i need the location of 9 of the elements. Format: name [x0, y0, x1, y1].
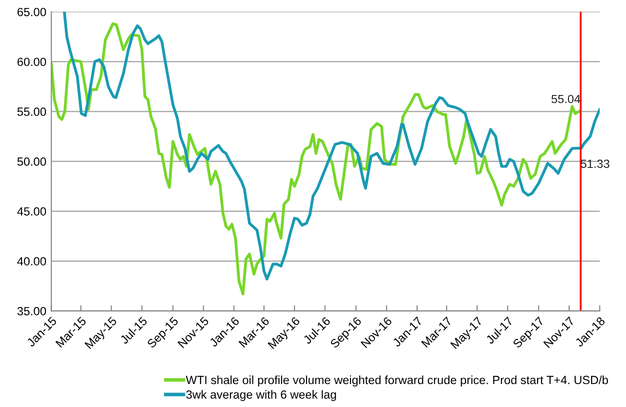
- y-tick-label: 45.00: [17, 207, 46, 216]
- y-tick-label: 35.00: [17, 306, 46, 316]
- legend-label: WTI shale oil profile volume weighted forward crude price. Prod start T+4. USD/b: [186, 376, 608, 387]
- y-tick-label: 65.00: [18, 8, 46, 16]
- y-tick-label: 60.00: [18, 58, 46, 66]
- legend-label: 3wk average with 6 week lag: [186, 390, 336, 402]
- y-tick-label: 40.00: [17, 257, 46, 266]
- y-tick-label: 55.00: [17, 108, 46, 116]
- y-tick-label: 50.00: [17, 157, 46, 166]
